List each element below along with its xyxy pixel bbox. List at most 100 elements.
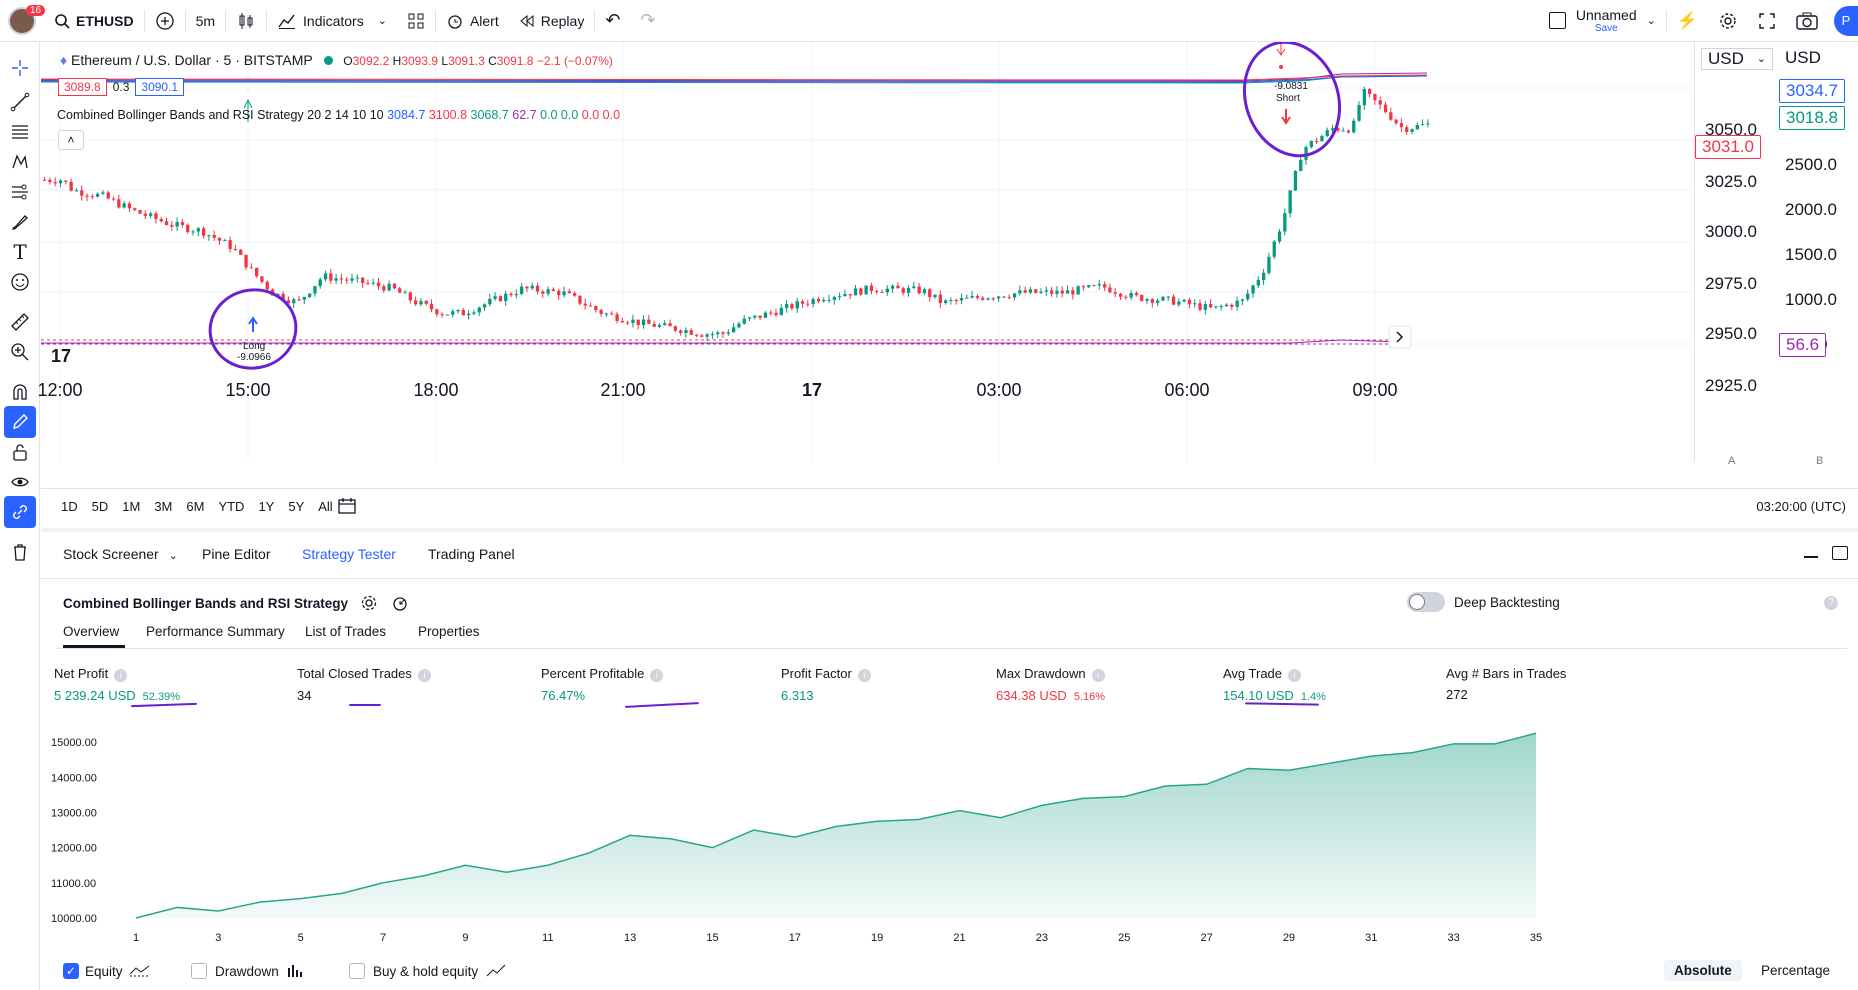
- layout-menu[interactable]: Unnamed Save ⌄: [1539, 0, 1666, 42]
- buy-hold-checkbox[interactable]: Buy & hold equity: [349, 963, 506, 979]
- strategy-alert-icon[interactable]: [391, 594, 409, 612]
- tab-stock-screener[interactable]: Stock Screener ⌄: [63, 546, 178, 562]
- subtab-overview[interactable]: Overview: [63, 624, 120, 639]
- stay-drawing-tool[interactable]: [4, 406, 36, 438]
- tab-trading-panel[interactable]: Trading Panel: [428, 546, 515, 562]
- range-button-all[interactable]: All: [318, 499, 333, 514]
- symbol-search-button[interactable]: ETHUSD: [44, 0, 144, 42]
- replay-button[interactable]: Replay: [509, 0, 595, 42]
- tab-strategy-tester[interactable]: Strategy Tester: [302, 546, 396, 562]
- range-button-1y[interactable]: 1Y: [258, 499, 275, 514]
- time-tick: 09:00: [1352, 380, 1398, 400]
- currency-select-right[interactable]: USD: [1779, 48, 1845, 70]
- scroll-to-realtime-button[interactable]: [1388, 325, 1412, 349]
- tradingview-logo[interactable]: 17: [51, 346, 71, 366]
- fullscreen-button[interactable]: [1748, 0, 1786, 42]
- fib-tool[interactable]: [4, 116, 36, 148]
- indicators-button[interactable]: Indicators ⌄: [267, 0, 397, 42]
- panel-divider: [41, 578, 1858, 579]
- range-button-3m[interactable]: 3M: [154, 499, 173, 514]
- candle: [239, 248, 243, 256]
- publish-button[interactable]: P: [1828, 0, 1858, 42]
- info-icon[interactable]: i: [417, 669, 431, 682]
- minimize-panel-icon[interactable]: [1804, 556, 1818, 558]
- axis-a-label[interactable]: A: [1728, 455, 1736, 467]
- forecast-tool[interactable]: [4, 176, 36, 208]
- quick-search-button[interactable]: ⚡: [1667, 0, 1708, 42]
- info-icon[interactable]: ?: [1824, 596, 1838, 610]
- candle: [769, 310, 773, 316]
- deep-backtesting-toggle[interactable]: [1407, 592, 1445, 612]
- emoji-tool[interactable]: [4, 266, 36, 298]
- info-icon[interactable]: i: [857, 669, 871, 682]
- drawdown-checkbox[interactable]: Drawdown: [191, 963, 305, 979]
- templates-button[interactable]: [397, 0, 435, 42]
- equity-chart[interactable]: 10000.00 11000.00 12000.00 13000.00 14000.00…: [41, 718, 1858, 956]
- info-icon[interactable]: i: [1288, 669, 1302, 682]
- currency-select-left[interactable]: USD ⌄: [1701, 48, 1773, 70]
- candle: [90, 194, 94, 200]
- compare-add-button[interactable]: [145, 0, 185, 42]
- subtab-list-of-trades[interactable]: List of Trades: [305, 624, 387, 639]
- smiley-icon: [11, 273, 29, 291]
- strategy-settings-icon[interactable]: [360, 594, 378, 612]
- equity-x-tick: 11: [542, 932, 553, 944]
- utc-time[interactable]: 03:20:00 (UTC): [1756, 499, 1846, 514]
- range-button-5d[interactable]: 5D: [91, 499, 109, 514]
- interval-button[interactable]: 5m: [186, 0, 225, 42]
- brush-tool[interactable]: [4, 206, 36, 238]
- collapse-legend-button[interactable]: ˄: [58, 130, 84, 150]
- subtab-performance-summary[interactable]: Performance Summary: [146, 624, 285, 639]
- range-button-1m[interactable]: 1M: [122, 499, 141, 514]
- undo-button[interactable]: ↶: [595, 0, 630, 42]
- deep-backtesting-label: Deep Backtesting: [1454, 595, 1560, 610]
- equity-point: [1493, 742, 1496, 745]
- range-button-ytd[interactable]: YTD: [218, 499, 245, 514]
- info-icon[interactable]: i: [650, 669, 664, 682]
- subtab-properties[interactable]: Properties: [418, 624, 480, 639]
- crosshair-tool[interactable]: [4, 52, 36, 84]
- info-icon[interactable]: i: [114, 669, 128, 682]
- price-axis[interactable]: USD ⌄ USD 3050.0 3025.0 3000.0 2975.0 2950.0 2…: [1694, 42, 1858, 462]
- tab-pine-editor[interactable]: Pine Editor: [202, 546, 271, 562]
- text-tool[interactable]: T: [4, 236, 36, 268]
- candle: [785, 299, 789, 313]
- range-button-5y[interactable]: 5Y: [288, 499, 305, 514]
- user-avatar[interactable]: 16: [0, 0, 46, 42]
- bid-price[interactable]: 3089.8: [58, 78, 107, 96]
- zoom-tool[interactable]: [4, 336, 36, 368]
- pattern-tool[interactable]: [4, 146, 36, 178]
- magnet-icon: [13, 384, 27, 400]
- equity-x-tick: 13: [624, 932, 636, 944]
- lock-tool[interactable]: [4, 436, 36, 468]
- candle: [74, 187, 79, 192]
- date-range-icon[interactable]: [337, 497, 357, 515]
- alert-button[interactable]: Alert: [436, 0, 509, 42]
- snapshot-button[interactable]: [1786, 0, 1828, 42]
- sync-drawings-tool[interactable]: [4, 496, 36, 528]
- absolute-toggle[interactable]: Absolute: [1664, 960, 1742, 981]
- candle: [1235, 296, 1239, 311]
- candle: [1007, 294, 1011, 300]
- magnet-tool[interactable]: [4, 376, 36, 408]
- ask-price[interactable]: 3090.1: [135, 78, 185, 96]
- hide-tool[interactable]: [4, 466, 36, 498]
- candle: [223, 238, 227, 242]
- info-icon[interactable]: i: [1091, 669, 1105, 682]
- range-button-1d[interactable]: 1D: [61, 499, 78, 514]
- equity-checkbox[interactable]: ✓ Equity: [63, 963, 151, 979]
- equity-point: [1452, 742, 1455, 745]
- axis-b-label[interactable]: B: [1816, 455, 1824, 467]
- trendline-tool[interactable]: [4, 86, 36, 118]
- remove-drawings-tool[interactable]: [4, 536, 36, 568]
- maximize-panel-icon[interactable]: [1832, 546, 1848, 560]
- settings-button[interactable]: [1708, 0, 1748, 42]
- percentage-toggle[interactable]: Percentage: [1761, 963, 1831, 978]
- redo-button[interactable]: ↷: [630, 0, 665, 42]
- chevron-up-icon: ˄: [67, 133, 75, 147]
- measure-tool[interactable]: [4, 306, 36, 338]
- strategy-legend[interactable]: Combined Bollinger Bands and RSI Strateg…: [57, 108, 620, 122]
- range-button-6m[interactable]: 6M: [186, 499, 205, 514]
- chart-type-button[interactable]: [226, 0, 266, 42]
